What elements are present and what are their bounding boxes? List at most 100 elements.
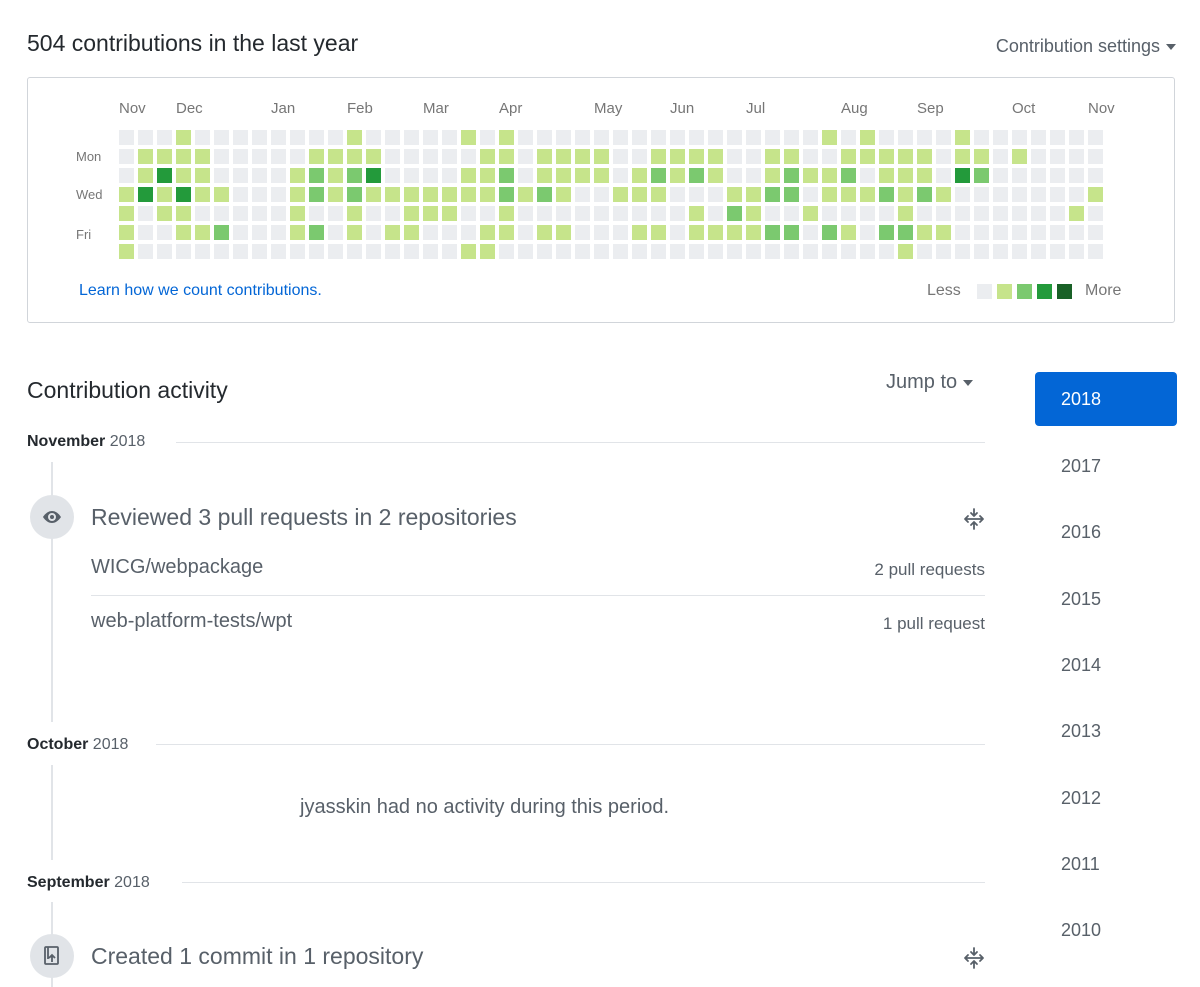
contribution-day-cell[interactable] — [328, 130, 343, 145]
contribution-day-cell[interactable] — [309, 244, 324, 259]
contribution-day-cell[interactable] — [860, 244, 875, 259]
year-filter-2018-selected[interactable]: 2018 — [1035, 372, 1177, 426]
contribution-day-cell[interactable] — [613, 168, 628, 183]
contribution-day-cell[interactable] — [461, 130, 476, 145]
contribution-day-cell[interactable] — [1069, 168, 1084, 183]
contribution-day-cell[interactable] — [917, 225, 932, 240]
contribution-day-cell[interactable] — [309, 187, 324, 202]
contribution-day-cell[interactable] — [290, 168, 305, 183]
contribution-day-cell[interactable] — [708, 225, 723, 240]
contribution-day-cell[interactable] — [841, 149, 856, 164]
contribution-day-cell[interactable] — [1088, 225, 1103, 240]
contribution-day-cell[interactable] — [822, 168, 837, 183]
contribution-day-cell[interactable] — [689, 225, 704, 240]
contribution-day-cell[interactable] — [860, 130, 875, 145]
contribution-day-cell[interactable] — [879, 187, 894, 202]
contribution-day-cell[interactable] — [176, 225, 191, 240]
contribution-day-cell[interactable] — [841, 168, 856, 183]
contribution-day-cell[interactable] — [442, 130, 457, 145]
contribution-day-cell[interactable] — [784, 225, 799, 240]
repo-link-webpackage[interactable]: WICG/webpackage — [91, 556, 264, 578]
contribution-day-cell[interactable] — [727, 130, 742, 145]
contribution-day-cell[interactable] — [328, 206, 343, 221]
year-filter-2014[interactable]: 2014 — [1061, 655, 1102, 675]
contribution-day-cell[interactable] — [917, 130, 932, 145]
contribution-day-cell[interactable] — [1088, 130, 1103, 145]
contribution-day-cell[interactable] — [309, 168, 324, 183]
contribution-day-cell[interactable] — [404, 187, 419, 202]
contribution-day-cell[interactable] — [518, 168, 533, 183]
contribution-day-cell[interactable] — [157, 244, 172, 259]
contribution-day-cell[interactable] — [309, 149, 324, 164]
contribution-day-cell[interactable] — [233, 149, 248, 164]
repo-link-wpt[interactable]: web-platform-tests/wpt — [91, 610, 293, 632]
contribution-day-cell[interactable] — [784, 244, 799, 259]
contribution-day-cell[interactable] — [461, 149, 476, 164]
contribution-day-cell[interactable] — [480, 168, 495, 183]
contribution-day-cell[interactable] — [195, 130, 210, 145]
contribution-day-cell[interactable] — [119, 130, 134, 145]
contribution-day-cell[interactable] — [803, 168, 818, 183]
contribution-day-cell[interactable] — [423, 187, 438, 202]
contribution-day-cell[interactable] — [898, 187, 913, 202]
contribution-day-cell[interactable] — [404, 130, 419, 145]
contribution-day-cell[interactable] — [651, 149, 666, 164]
contribution-day-cell[interactable] — [670, 130, 685, 145]
contribution-day-cell[interactable] — [385, 130, 400, 145]
contribution-day-cell[interactable] — [936, 130, 951, 145]
contribution-day-cell[interactable] — [689, 149, 704, 164]
contribution-day-cell[interactable] — [252, 206, 267, 221]
contribution-day-cell[interactable] — [518, 130, 533, 145]
contribution-day-cell[interactable] — [974, 225, 989, 240]
contribution-day-cell[interactable] — [651, 206, 666, 221]
contribution-day-cell[interactable] — [252, 168, 267, 183]
contribution-day-cell[interactable] — [252, 130, 267, 145]
contribution-day-cell[interactable] — [404, 244, 419, 259]
contribution-day-cell[interactable] — [480, 244, 495, 259]
contribution-day-cell[interactable] — [271, 206, 286, 221]
contribution-day-cell[interactable] — [252, 187, 267, 202]
contribution-day-cell[interactable] — [518, 225, 533, 240]
contribution-day-cell[interactable] — [499, 206, 514, 221]
fold-icon[interactable] — [962, 507, 986, 531]
contribution-day-cell[interactable] — [765, 149, 780, 164]
contribution-day-cell[interactable] — [518, 149, 533, 164]
contribution-day-cell[interactable] — [746, 130, 761, 145]
contribution-day-cell[interactable] — [347, 187, 362, 202]
contribution-day-cell[interactable] — [765, 225, 780, 240]
contribution-day-cell[interactable] — [1050, 225, 1065, 240]
contribution-day-cell[interactable] — [195, 225, 210, 240]
contribution-day-cell[interactable] — [461, 187, 476, 202]
contribution-day-cell[interactable] — [670, 244, 685, 259]
contribution-day-cell[interactable] — [138, 225, 153, 240]
contribution-day-cell[interactable] — [993, 130, 1008, 145]
contribution-day-cell[interactable] — [366, 130, 381, 145]
contribution-day-cell[interactable] — [157, 187, 172, 202]
contribution-day-cell[interactable] — [423, 168, 438, 183]
contribution-day-cell[interactable] — [917, 168, 932, 183]
contribution-day-cell[interactable] — [214, 168, 229, 183]
contribution-day-cell[interactable] — [233, 168, 248, 183]
contribution-day-cell[interactable] — [1012, 130, 1027, 145]
contribution-day-cell[interactable] — [765, 244, 780, 259]
contribution-day-cell[interactable] — [290, 244, 305, 259]
contribution-day-cell[interactable] — [879, 206, 894, 221]
contribution-day-cell[interactable] — [1050, 206, 1065, 221]
contribution-day-cell[interactable] — [784, 187, 799, 202]
contribution-day-cell[interactable] — [1012, 206, 1027, 221]
contribution-day-cell[interactable] — [917, 187, 932, 202]
contribution-day-cell[interactable] — [594, 244, 609, 259]
contribution-day-cell[interactable] — [955, 206, 970, 221]
contribution-day-cell[interactable] — [860, 187, 875, 202]
contribution-day-cell[interactable] — [575, 168, 590, 183]
contribution-day-cell[interactable] — [1012, 168, 1027, 183]
contribution-day-cell[interactable] — [841, 187, 856, 202]
contribution-day-cell[interactable] — [613, 149, 628, 164]
contribution-day-cell[interactable] — [803, 130, 818, 145]
contribution-day-cell[interactable] — [290, 225, 305, 240]
contribution-day-cell[interactable] — [575, 149, 590, 164]
contribution-day-cell[interactable] — [841, 130, 856, 145]
contribution-day-cell[interactable] — [385, 206, 400, 221]
contribution-day-cell[interactable] — [632, 206, 647, 221]
contribution-day-cell[interactable] — [955, 130, 970, 145]
